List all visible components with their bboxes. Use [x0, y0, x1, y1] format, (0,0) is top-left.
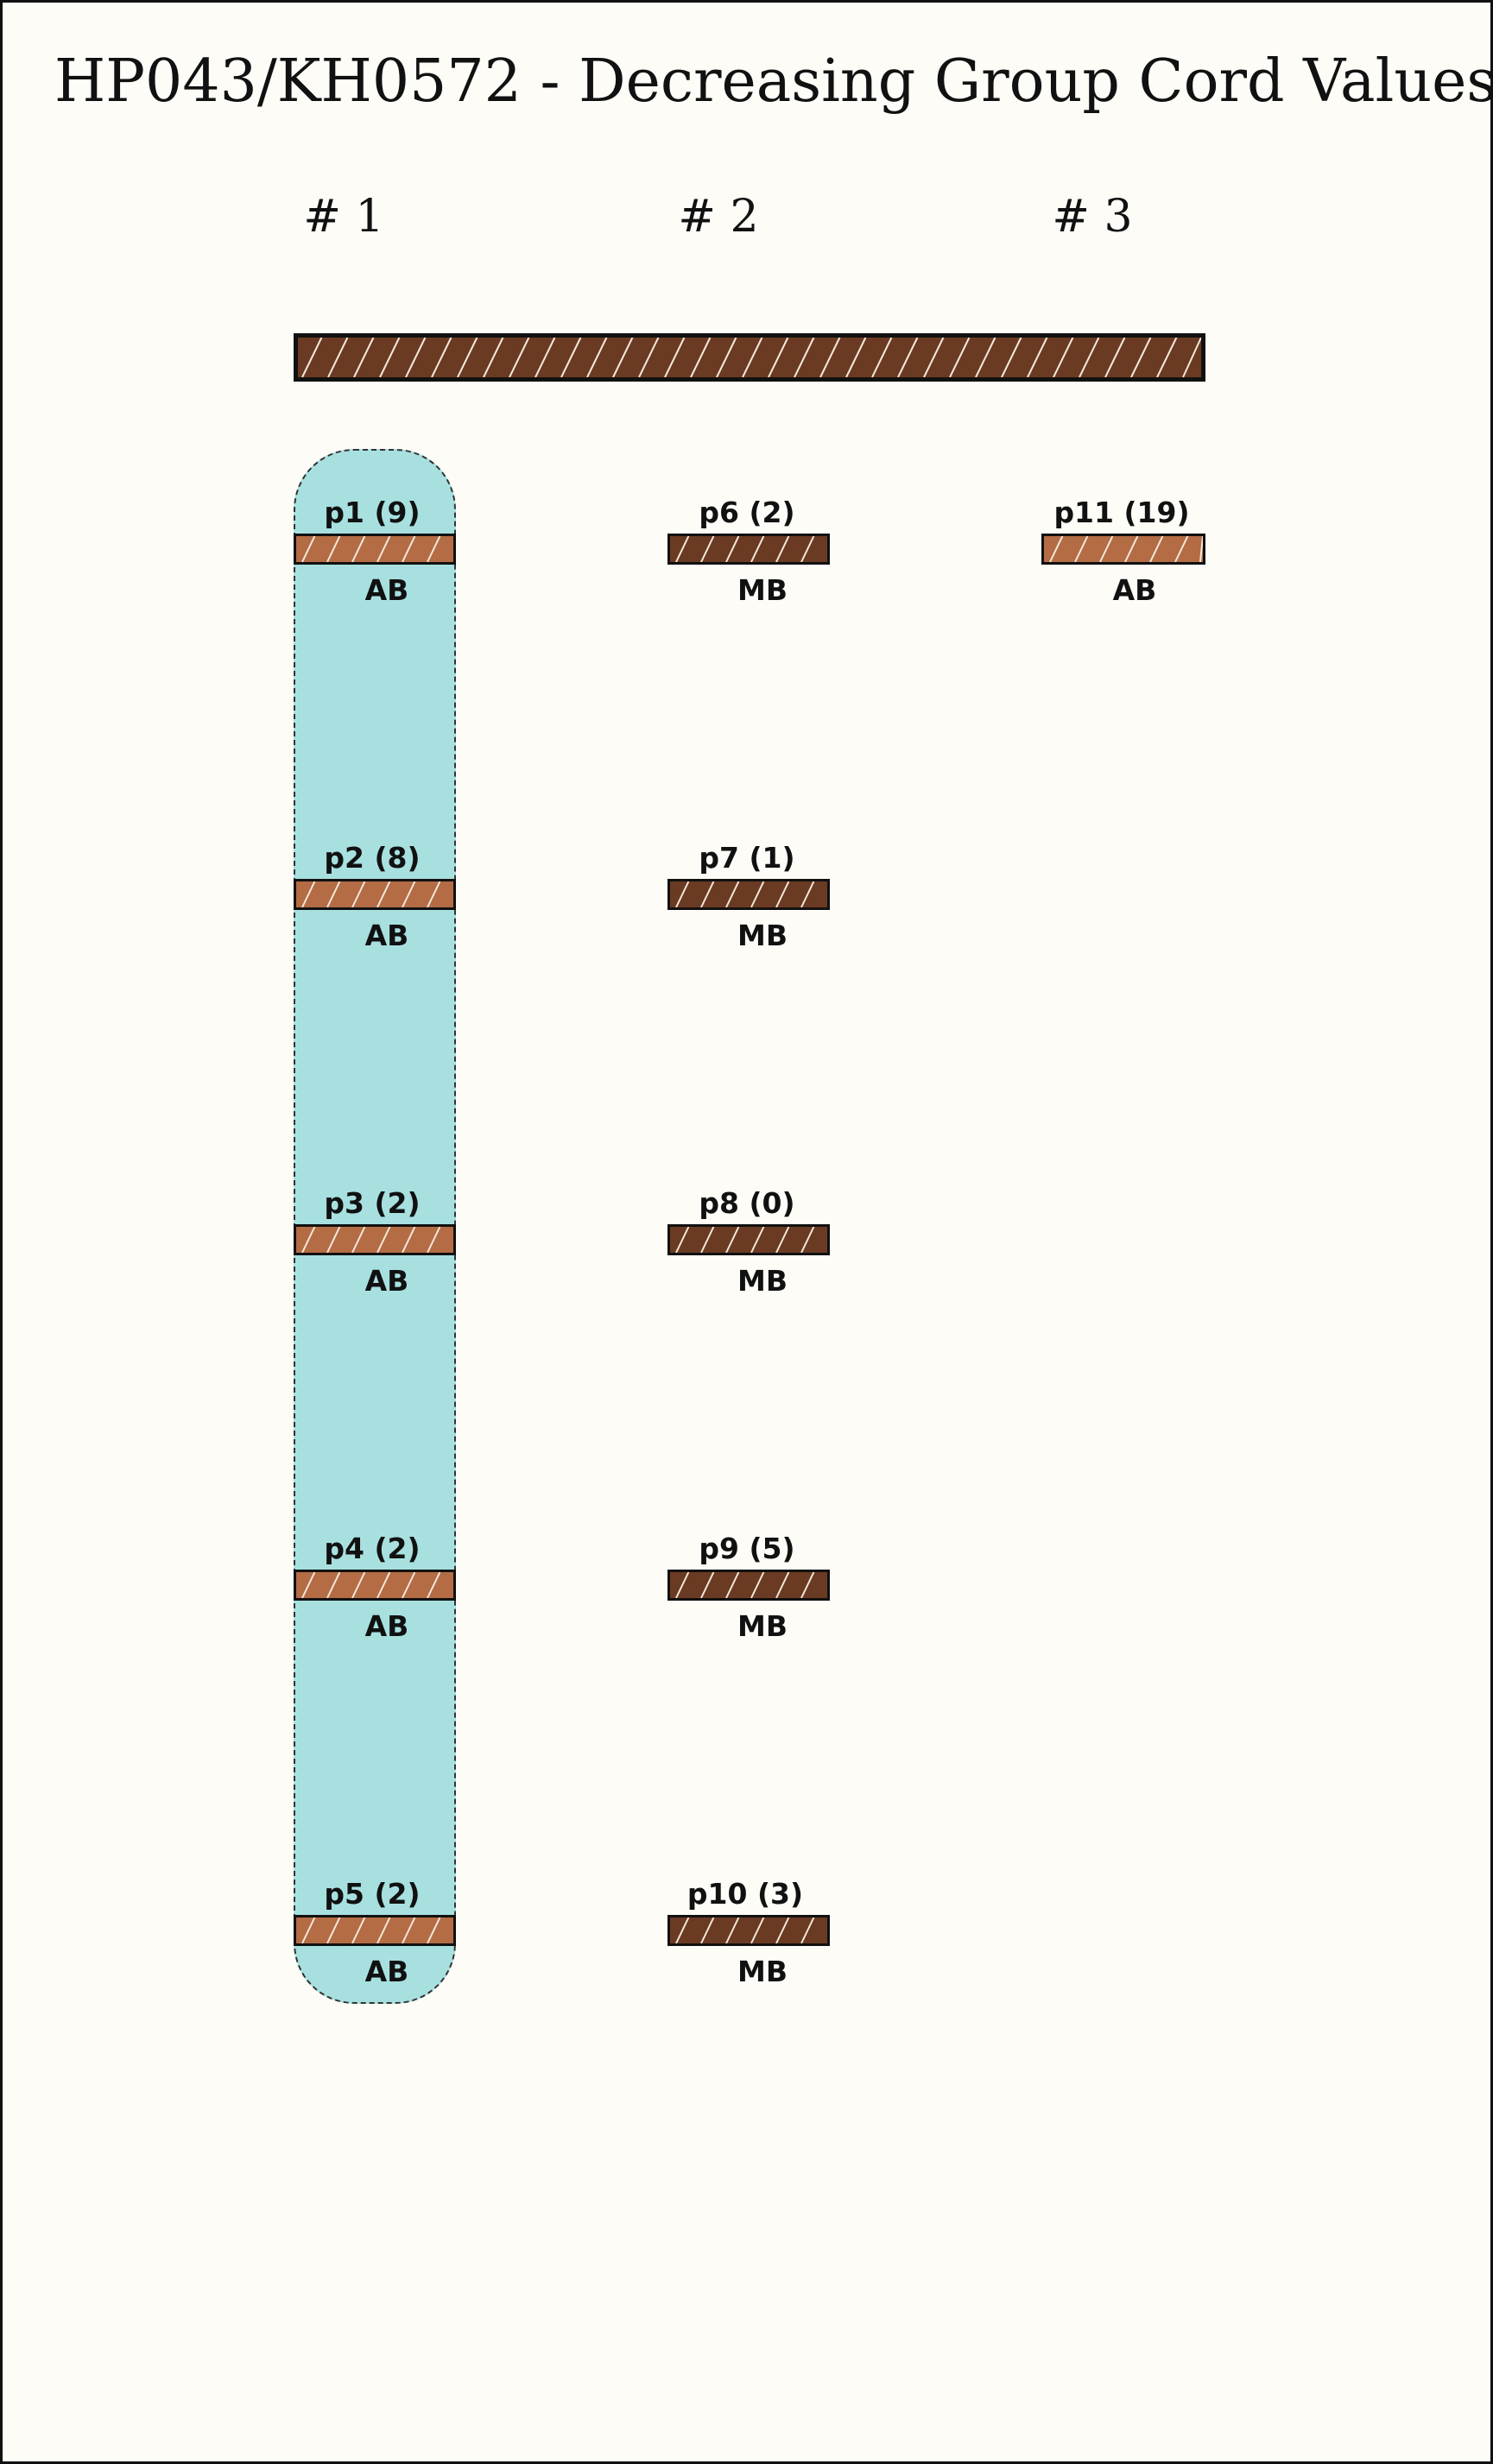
- cord-label-p9: p9 (5): [699, 1532, 795, 1565]
- group-label-1: # 1: [303, 191, 384, 243]
- color-code-p11: AB: [1112, 573, 1157, 607]
- cord-label-p10: p10 (3): [686, 1877, 804, 1911]
- cord-label-p11: p11 (19): [1053, 496, 1190, 529]
- pendant-cord-p3: [294, 1224, 456, 1255]
- pendant-cord-p7: [667, 879, 830, 910]
- pendant-cord-p5: [294, 1915, 456, 1946]
- primary-cord: [294, 333, 1205, 382]
- color-code-p8: MB: [737, 1264, 788, 1298]
- color-code-p9: MB: [737, 1609, 788, 1643]
- pendant-cord-p6: [667, 534, 830, 565]
- color-code-p10: MB: [737, 1955, 788, 1988]
- pendant-cord-p4: [294, 1570, 456, 1601]
- cord-label-p8: p8 (0): [699, 1186, 795, 1220]
- pendant-cord-p2: [294, 879, 456, 910]
- group-label-2: # 2: [678, 191, 759, 243]
- pendant-cord-p9: [667, 1570, 830, 1601]
- color-code-p1: AB: [364, 573, 409, 607]
- cord-label-p2: p2 (8): [324, 841, 421, 875]
- cord-label-p5: p5 (2): [324, 1877, 421, 1911]
- color-code-p4: AB: [364, 1609, 409, 1643]
- color-code-p5: AB: [364, 1955, 409, 1988]
- cord-label-p7: p7 (1): [699, 841, 795, 875]
- diagram-title: HP043/KH0572 - Decreasing Group Cord Val…: [54, 47, 1493, 116]
- cord-label-p6: p6 (2): [699, 496, 795, 529]
- pendant-cord-p1: [294, 534, 456, 565]
- pendant-cord-p8: [667, 1224, 830, 1255]
- color-code-p6: MB: [737, 573, 788, 607]
- cord-label-p3: p3 (2): [324, 1186, 421, 1220]
- color-code-p2: AB: [364, 919, 409, 952]
- color-code-p7: MB: [737, 919, 788, 952]
- cord-label-p1: p1 (9): [324, 496, 421, 529]
- pendant-cord-p10: [667, 1915, 830, 1946]
- color-code-p3: AB: [364, 1264, 409, 1298]
- cord-label-p4: p4 (2): [324, 1532, 421, 1565]
- pendant-cord-p11: [1041, 534, 1205, 565]
- group-label-3: # 3: [1052, 191, 1133, 243]
